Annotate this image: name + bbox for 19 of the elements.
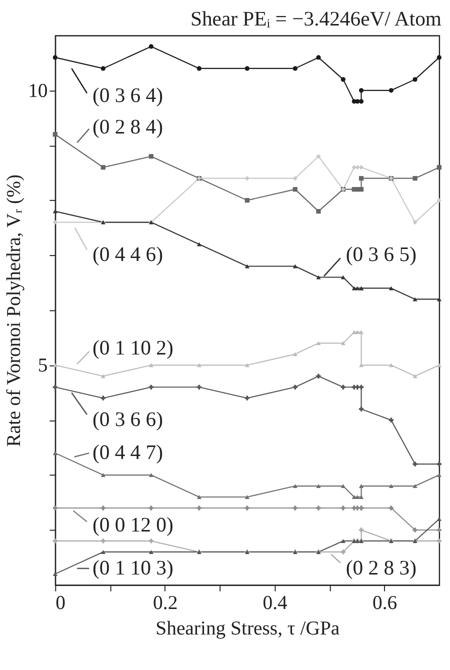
x-tick-label: 0.6: [372, 592, 398, 614]
series-label: (0 3 6 6): [92, 409, 164, 432]
x-tick-label: 0.4: [262, 592, 288, 614]
legend-label: (0 4 4 7): [92, 442, 164, 464]
x-axis-title: Shearing Stress, τ /GPa: [156, 618, 340, 640]
legend-label: (0 3 6 5): [346, 244, 416, 266]
series-label: (0 4 4 6): [92, 244, 164, 266]
chart-title: Shear PEᵢ = −3.4246eV/ Atom: [190, 8, 442, 31]
x-tick-label: 0.2: [153, 592, 178, 614]
x-tick-label: 0: [56, 592, 66, 614]
legend-label: (0 2 8 3): [346, 557, 416, 580]
legend-label: (0 1 10 3): [92, 557, 174, 580]
legend-label: (0 2 8 4): [92, 116, 164, 139]
y-tick-label: 5: [38, 354, 48, 377]
y-axis-title: Rate of Voronoi Polyhedra, Vᵣ (%): [3, 174, 26, 447]
y-tick-label: 10: [28, 80, 48, 102]
legend-label: (0 1 10 2): [92, 338, 174, 360]
legend-label: (0 0 12 0): [92, 514, 174, 536]
series-label: (0 3 6 4): [92, 84, 164, 107]
